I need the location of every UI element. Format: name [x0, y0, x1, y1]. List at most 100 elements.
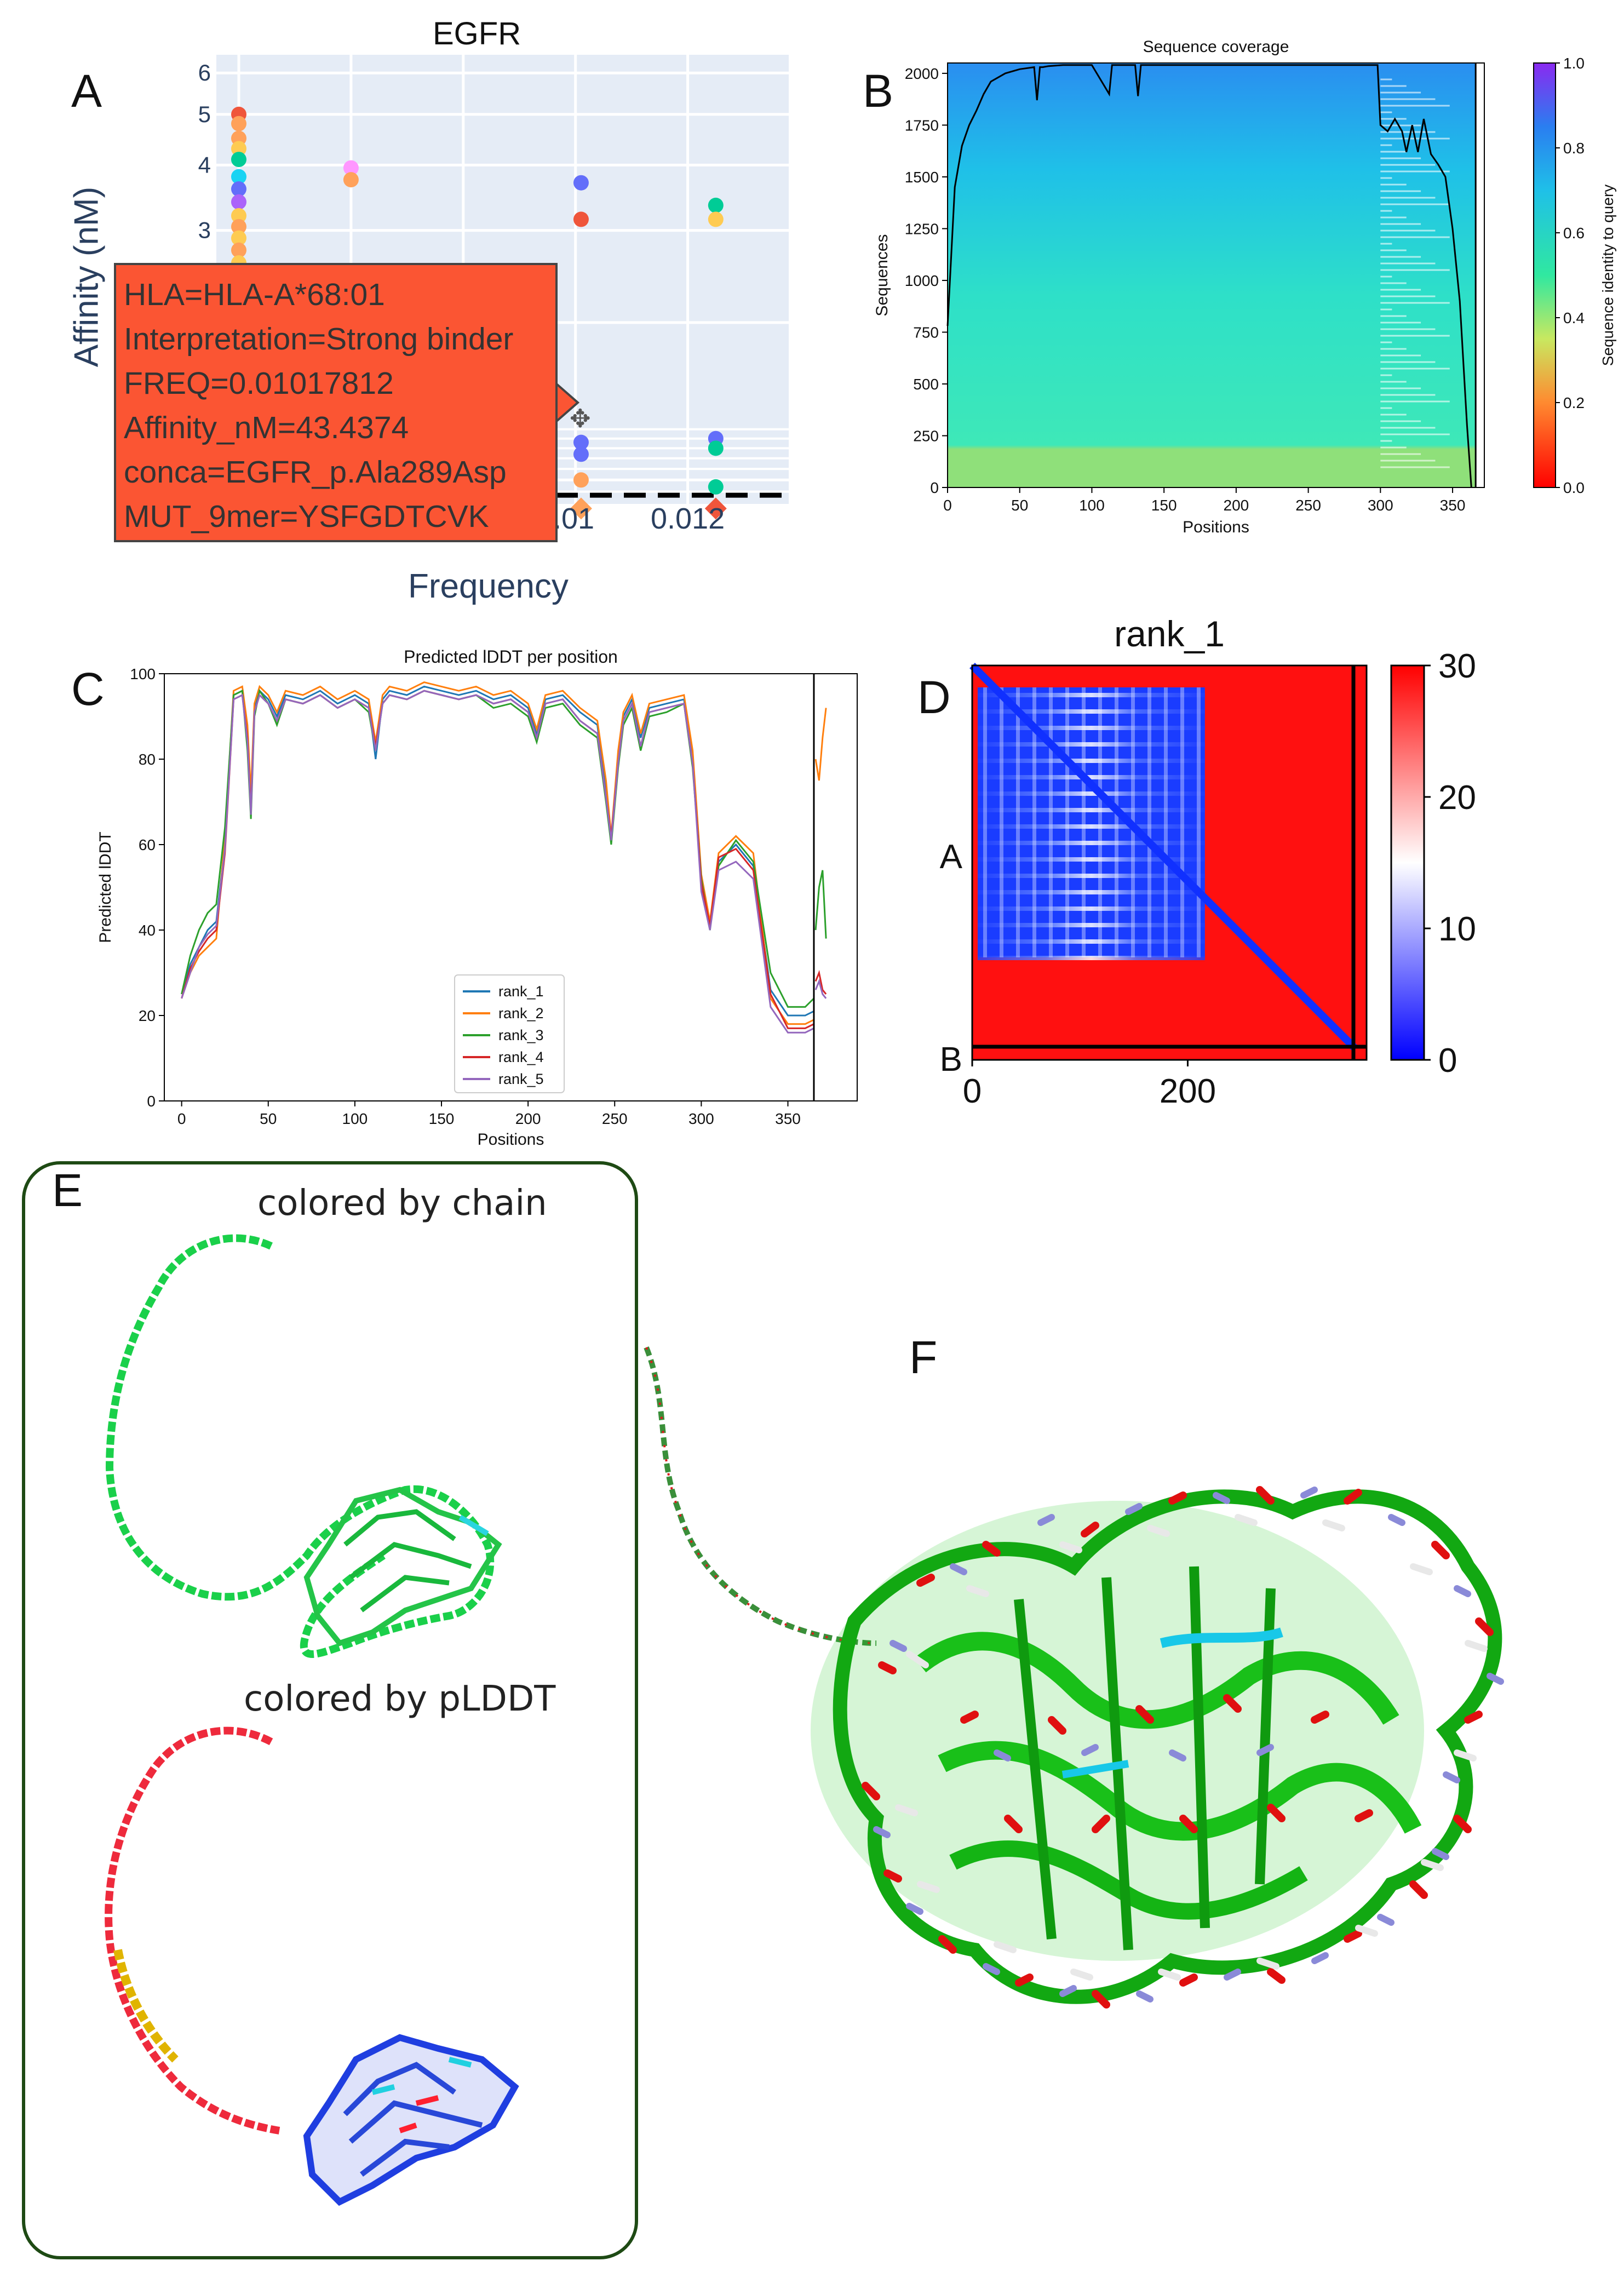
panelC-ytick-label: 80 — [139, 751, 156, 768]
panelD-stripe-row — [978, 956, 1205, 960]
panelD-stripe-row — [978, 841, 1205, 845]
panelC-legend-label: rank_2 — [498, 1005, 544, 1022]
panelA-point — [708, 197, 724, 213]
panelB-colorbar-tick-label: 1.0 — [1563, 55, 1585, 72]
panelD-stripe-row — [978, 742, 1205, 747]
panelD-stripe-row — [978, 693, 1205, 697]
panelC-xtick-label: 200 — [515, 1110, 541, 1127]
panelC-xtick-label: 300 — [688, 1110, 714, 1127]
panelC-ytick-label: 0 — [147, 1093, 156, 1110]
panelD-stripe-col — [1032, 687, 1036, 957]
structure-colored-by-plddt — [105, 1726, 519, 2206]
panelC-legend-label: rank_1 — [498, 983, 544, 1000]
panelC-chainB-rank_5 — [814, 978, 827, 999]
panelB-colorbar-tick-label: 0.4 — [1563, 309, 1585, 326]
panelD-diagonal — [969, 663, 1358, 1052]
panelD-stripe-row — [978, 709, 1205, 714]
panelD-title: rank_1 — [1114, 613, 1225, 654]
panel-label-a: A — [71, 65, 102, 117]
panelA-point — [573, 434, 589, 450]
panelA-point — [231, 219, 246, 234]
panelC-ylabel: Predicted lDDT — [96, 831, 114, 943]
hover-line: FREQ=0.01017812 — [124, 366, 394, 401]
panelC-chainB-rank_4 — [814, 969, 827, 995]
caption-colored-by-chain: colored by chain — [257, 1183, 547, 1224]
panelD-stripe-col — [1197, 687, 1201, 957]
panelC-xtick-label: 0 — [177, 1110, 186, 1127]
panelD-xtick-label: 0 — [963, 1072, 982, 1110]
panel-label-f: F — [909, 1332, 938, 1383]
panelD-stripe-col — [1098, 687, 1102, 957]
panelB-xtick-label: 250 — [1295, 497, 1321, 514]
panelD-colorbar — [1390, 664, 1425, 1061]
panelA-cursor-icon: ✥ — [570, 404, 591, 433]
panelB-colorbar — [1533, 62, 1556, 488]
panelB-ytick-label: 1500 — [905, 169, 939, 186]
hover-line: Interpretation=Strong binder — [124, 322, 514, 357]
panelD-stripe-col — [1147, 687, 1151, 957]
panelA-point — [231, 194, 246, 210]
panelD-colorbar-tick-label: 10 — [1438, 910, 1476, 948]
protein-ribbon — [811, 1486, 1504, 2009]
panelD-stripe-row — [978, 726, 1205, 730]
panelD-stripe-row — [978, 808, 1205, 812]
panelB-xtick-label: 300 — [1368, 497, 1393, 514]
hover-line: Affinity_nM=43.4374 — [124, 410, 409, 445]
panelD-chain-label-a: A — [940, 838, 963, 876]
panelD-stripe-row — [978, 791, 1205, 796]
panelC-xtick-label: 100 — [342, 1110, 368, 1127]
panelD-colorbar-tick-label: 30 — [1438, 647, 1476, 685]
panelB-colorbar-label: Sequence identity to query — [1599, 185, 1616, 366]
panelD-stripe-col — [983, 687, 987, 957]
hover-line: HLA=HLA-A*68:01 — [124, 277, 385, 312]
panelA-point — [573, 446, 589, 462]
panelB-xtick-label: 50 — [1011, 497, 1028, 514]
panelB-ytick-label: 500 — [913, 376, 939, 393]
panelD-stripe-row — [978, 890, 1205, 894]
panelC-chainB-rank_3 — [814, 870, 827, 939]
panelB-coverage-line — [946, 64, 1472, 488]
panelC-ytick-label: 20 — [139, 1007, 156, 1024]
panelA-point — [231, 208, 246, 223]
panelB-gap-region — [1476, 63, 1484, 487]
panelC-legend-label: rank_5 — [498, 1071, 544, 1087]
panel-label-d: D — [917, 672, 951, 723]
hover-tooltip: HLA=HLA-A*68:01 Interpretation=Strong bi… — [114, 263, 558, 542]
panelA-point — [708, 440, 724, 456]
panelD-colorbar-tick-label: 0 — [1438, 1042, 1457, 1080]
panelC-ytick-label: 60 — [139, 836, 156, 853]
panelA-point — [573, 472, 589, 488]
panelB-ytick-label: 750 — [913, 324, 939, 341]
panelA-point — [343, 172, 359, 188]
panelC-series-rank_5 — [181, 690, 814, 1034]
panel-label-c: C — [71, 663, 105, 715]
panelB-ytick-label: 0 — [930, 479, 939, 496]
panelB-xtick-label: 150 — [1151, 497, 1177, 514]
panelB-xtick-label: 200 — [1224, 497, 1249, 514]
panelD-stripe-col — [1000, 687, 1003, 957]
panelA-point — [231, 141, 246, 157]
panelD-stripe-row — [978, 874, 1205, 878]
panelB-chart: Sequence coverage 0 50 100 150 200 250 300 350 0 2… — [873, 38, 1616, 536]
panelE-structures — [105, 1234, 519, 2206]
hover-line: MUT_9mer=YSFGDTCVK — [124, 499, 489, 534]
panelC-title: Predicted lDDT per position — [404, 647, 618, 667]
panelD-stripe-col — [1065, 687, 1069, 957]
panelA-point — [231, 181, 246, 197]
panelC-xtick-label: 150 — [429, 1110, 455, 1127]
panelD-axes-frame — [971, 664, 1368, 1061]
panelD-stripe-row — [978, 906, 1205, 911]
panelA-point — [708, 211, 724, 227]
panelA-ytick-label: 3 — [198, 217, 211, 243]
panelE-box — [22, 1161, 638, 2259]
panelD-stripe-row — [978, 759, 1205, 763]
panelA-xlabel: Frequency — [408, 567, 569, 605]
panelB-xtick-label: 350 — [1440, 497, 1466, 514]
panelC-xlabel: Positions — [478, 1131, 544, 1149]
panelA-point — [343, 160, 359, 176]
panelA-highlight-marker — [704, 497, 727, 520]
panelB-ytick-label: 1000 — [905, 272, 939, 289]
panelA-point — [708, 479, 724, 495]
panelC-ytick-label: 40 — [139, 922, 156, 939]
